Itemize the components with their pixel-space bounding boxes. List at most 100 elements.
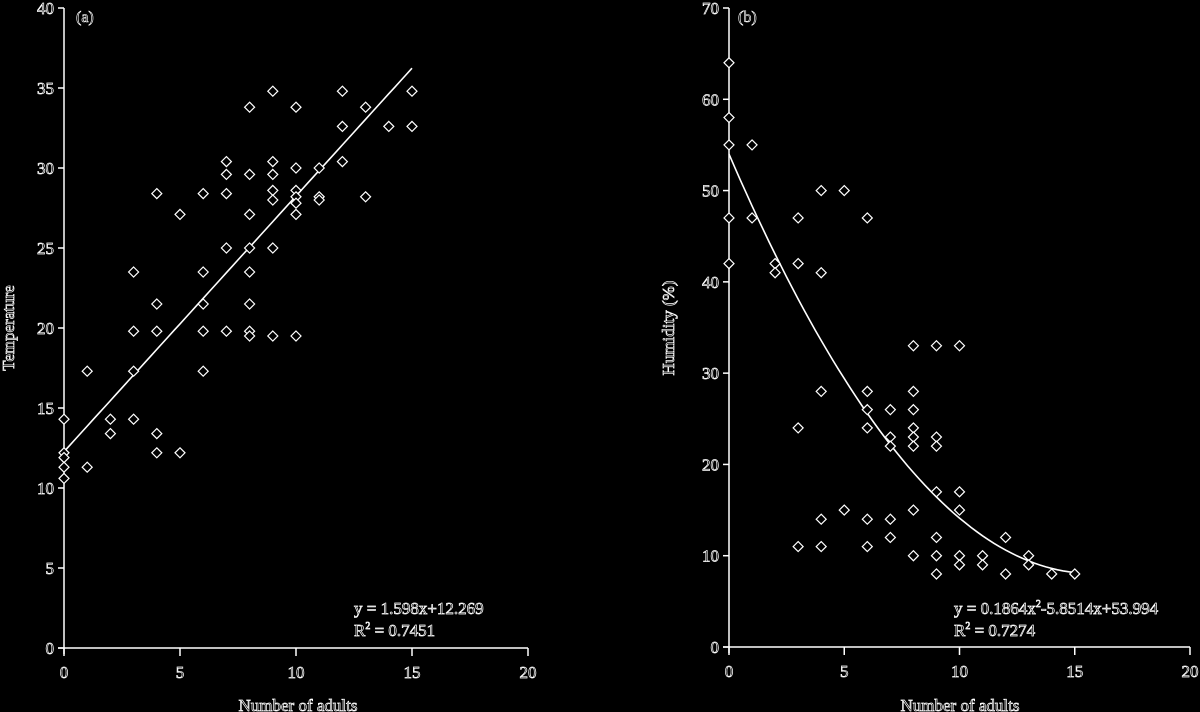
data-point-marker bbox=[197, 298, 210, 310]
data-point-marker bbox=[792, 212, 804, 224]
x-axis-title-a: Number of adults bbox=[239, 696, 358, 712]
data-point-marker bbox=[220, 325, 233, 338]
data-point-marker bbox=[174, 446, 186, 459]
data-point-marker bbox=[861, 212, 874, 224]
y-tick-label: 40 bbox=[702, 273, 719, 292]
data-point-marker bbox=[150, 446, 163, 459]
data-point-marker bbox=[999, 568, 1012, 580]
data-point-marker bbox=[884, 531, 897, 544]
data-point-marker bbox=[930, 568, 943, 580]
data-point-marker bbox=[127, 365, 140, 378]
data-point-marker bbox=[266, 184, 279, 197]
data-point-marker bbox=[150, 427, 163, 440]
data-point-marker bbox=[1068, 568, 1081, 580]
data-point-marker bbox=[58, 461, 70, 474]
axes-a: 0 5 10 15 20 25 30 35 40 0 5 10 15 20 bbox=[37, 0, 537, 682]
data-point-marker bbox=[907, 440, 920, 453]
data-point-marker bbox=[999, 531, 1012, 544]
data-point-marker bbox=[792, 422, 804, 434]
data-point-marker bbox=[723, 257, 735, 270]
y-tick-label: 10 bbox=[702, 547, 719, 566]
y-tick-label: 0 bbox=[46, 639, 55, 658]
data-point-marker bbox=[290, 162, 302, 174]
data-point-marker bbox=[746, 139, 758, 151]
data-point-marker bbox=[81, 365, 94, 378]
data-point-marker bbox=[930, 485, 943, 498]
data-point-marker bbox=[220, 168, 233, 181]
data-point-marker bbox=[243, 330, 256, 342]
y-tick-label: 0 bbox=[711, 638, 720, 657]
fit-line-a bbox=[63, 67, 413, 453]
data-point-marker bbox=[197, 266, 210, 278]
data-point-marker bbox=[723, 139, 735, 151]
data-point-marker bbox=[907, 504, 920, 516]
data-point-marker bbox=[815, 184, 828, 197]
data-point-marker bbox=[907, 403, 920, 416]
data-point-marker bbox=[197, 187, 210, 200]
x-tick-label: 20 bbox=[1182, 662, 1199, 681]
r-squared-a: R2 = 0.7451 bbox=[354, 621, 435, 640]
y-tick-label: 25 bbox=[37, 239, 54, 258]
x-tick-label: 5 bbox=[176, 663, 185, 682]
x-tick-label: 5 bbox=[840, 662, 849, 681]
data-point-marker bbox=[930, 531, 943, 544]
data-point-marker bbox=[81, 461, 94, 474]
panel-label-a: (a) bbox=[76, 9, 94, 26]
data-point-marker bbox=[792, 257, 804, 270]
x-tick-label: 20 bbox=[520, 663, 537, 682]
data-point-marker bbox=[907, 339, 920, 352]
data-point-marker bbox=[150, 298, 163, 310]
data-point-marker bbox=[861, 385, 874, 398]
chart-panel-a: 0 5 10 15 20 25 30 35 40 0 5 10 15 20 (a) Number of a… bbox=[0, 0, 537, 712]
data-point-marker bbox=[243, 208, 256, 221]
data-point-marker bbox=[930, 339, 943, 352]
data-point-marker bbox=[769, 266, 781, 279]
x-tick-label: 10 bbox=[951, 662, 968, 681]
data-point-marker bbox=[815, 385, 828, 398]
panel-label-b: (b) bbox=[738, 9, 757, 26]
fit-curve-b bbox=[728, 153, 1075, 574]
data-point-marker bbox=[58, 472, 70, 485]
data-point-marker bbox=[336, 85, 349, 98]
data-point-marker bbox=[359, 190, 372, 203]
data-point-marker bbox=[266, 330, 279, 342]
y-tick-label: 35 bbox=[37, 79, 54, 98]
data-point-marker bbox=[150, 187, 163, 200]
data-point-marker bbox=[815, 266, 828, 279]
data-point-marker bbox=[838, 184, 851, 197]
r-squared-b: R2 = 0.7274 bbox=[954, 621, 1036, 640]
data-point-marker bbox=[907, 385, 920, 398]
y-tick-label: 30 bbox=[702, 364, 719, 383]
data-point-marker bbox=[884, 403, 897, 416]
data-point-marker bbox=[723, 56, 735, 69]
data-points-b bbox=[723, 56, 1081, 580]
data-point-marker bbox=[220, 155, 233, 168]
data-point-marker bbox=[723, 212, 735, 224]
y-tick-label: 50 bbox=[702, 182, 719, 201]
data-point-marker bbox=[815, 513, 828, 526]
data-point-marker bbox=[930, 549, 943, 562]
data-point-marker bbox=[290, 330, 302, 342]
x-tick-label: 10 bbox=[288, 663, 305, 682]
data-point-marker bbox=[746, 212, 758, 224]
data-point-marker bbox=[861, 540, 874, 553]
data-point-marker bbox=[243, 242, 256, 254]
data-points-a bbox=[58, 85, 418, 485]
data-point-marker bbox=[907, 549, 920, 562]
y-tick-label: 30 bbox=[37, 159, 54, 178]
data-point-marker bbox=[953, 558, 966, 571]
x-tick-label: 15 bbox=[1066, 662, 1083, 681]
data-point-marker bbox=[58, 413, 70, 426]
data-point-marker bbox=[1045, 568, 1058, 580]
data-point-marker bbox=[197, 365, 210, 378]
data-point-marker bbox=[266, 155, 279, 168]
data-point-marker bbox=[243, 266, 256, 278]
y-axis-title-a: Temperature bbox=[0, 285, 18, 371]
equation-b: y = 0.1864x2-5.8514x+53.994 bbox=[954, 599, 1159, 618]
data-point-marker bbox=[359, 101, 372, 114]
data-point-marker bbox=[382, 120, 395, 133]
equation-a: y = 1.598x+12.269 bbox=[354, 599, 484, 618]
axes-b: 0 10 20 30 40 50 60 70 0 5 10 15 20 bbox=[702, 0, 1199, 681]
data-point-marker bbox=[313, 162, 326, 174]
